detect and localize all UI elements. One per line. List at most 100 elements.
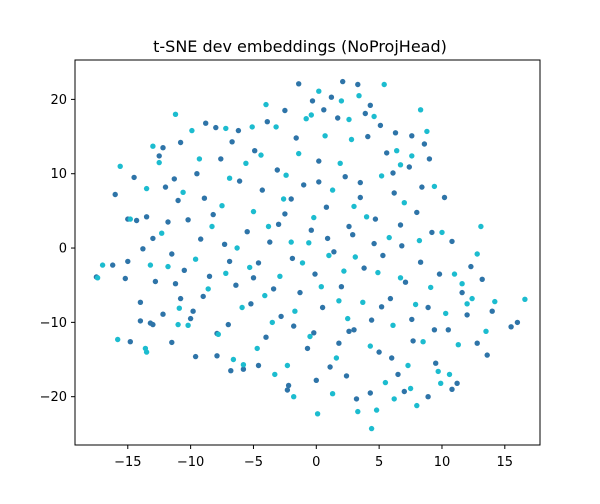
scatter-point-s1-98 [438,380,444,386]
y-tick-label: 10 [50,167,67,182]
scatter-point-s1-21 [219,203,225,209]
scatter-point-s1-51 [333,355,340,361]
scatter-point-s0-152 [371,240,377,247]
scatter-point-s1-26 [239,304,245,311]
scatter-point-s0-6 [133,217,140,224]
scatter-point-s0-91 [445,327,451,333]
scatter-point-s0-97 [474,340,480,346]
scatter-point-s0-98 [479,276,485,282]
scatter-point-s0-158 [201,195,208,201]
scatter-point-s0-116 [213,124,219,131]
scatter-point-s0-75 [384,150,390,156]
scatter-point-s0-21 [181,267,187,273]
scatter-point-s0-4 [127,339,133,345]
scatter-point-s1-68 [397,275,404,281]
scatter-point-s0-76 [387,295,394,302]
scatter-point-s1-74 [420,339,426,345]
scatter-point-s0-22 [185,217,191,223]
scatter-point-s0-54 [304,345,311,352]
scatter-point-s0-155 [316,179,322,185]
x-tick-label: 15 [497,455,514,470]
scatter-point-s1-22 [223,270,229,276]
scatter-point-s0-101 [508,324,514,330]
scatter-point-s0-130 [367,390,373,396]
scatter-point-s1-10 [165,263,171,270]
scatter-point-s0-28 [206,273,213,279]
x-tick-label: 10 [434,455,451,470]
scatter-point-s0-83 [414,209,420,216]
scatter-point-s1-105 [338,98,345,104]
scatter-point-s0-114 [392,130,399,136]
scatter-point-s0-143 [291,323,297,329]
scatter-point-s0-151 [346,223,352,230]
scatter-point-s1-59 [363,214,370,220]
scatter-point-s0-79 [399,243,405,249]
scatter-point-s0-156 [357,179,363,186]
scatter-point-s0-119 [235,127,242,134]
scatter-point-s0-1 [112,191,118,198]
axes-layer: −15 −10 −5 0 5 10 15 −20 −10 0 10 20 [40,59,541,470]
scatter-point-s1-67 [394,148,400,154]
scatter-point-s1-114 [223,125,229,132]
scatter-point-s1-94 [373,407,380,413]
scatter-point-s0-144 [311,330,317,336]
scatter-point-s1-66 [390,322,396,328]
scatter-point-s0-38 [244,229,250,235]
scatter-point-s0-99 [484,352,490,358]
scatter-point-s1-93 [355,408,361,415]
scatter-point-s1-81 [446,371,453,378]
scatter-point-s0-104 [328,94,335,100]
scatter-point-s1-18 [205,286,211,292]
scatter-point-s1-39 [288,239,294,245]
scatter-point-s0-103 [355,81,361,88]
scatter-point-s1-1 [99,262,106,268]
scatter-point-s1-47 [318,284,324,290]
scatter-point-s0-43 [263,334,269,340]
scatter-point-s1-7 [143,185,150,192]
scatter-point-s1-0 [94,275,101,281]
scatter-point-s0-93 [454,380,460,386]
scatter-point-s0-109 [321,107,327,113]
scatter-point-s0-127 [284,387,291,393]
scatter-point-s1-104 [176,305,182,311]
scatter-point-s0-26 [200,293,206,300]
scatter-point-s0-11 [150,235,156,242]
scatter-point-s0-30 [214,353,220,359]
scatter-point-s0-89 [436,271,443,277]
scatter-point-s0-128 [313,377,319,383]
scatter-point-s1-82 [451,271,458,277]
scatter-point-s0-124 [169,339,175,346]
scatter-point-s0-45 [270,286,277,292]
scatter-point-s0-141 [351,327,357,333]
scatter-point-s0-19 [175,197,181,204]
scatter-point-s0-131 [401,388,407,395]
scatter-point-s0-27 [203,120,209,126]
scatter-point-s0-80 [402,279,409,285]
scatter-point-s1-78 [435,368,441,375]
scatter-point-s0-57 [316,158,322,164]
scatter-point-s0-61 [331,249,337,255]
scatter-point-s0-81 [406,164,412,170]
scatter-point-s1-32 [262,292,268,299]
scatter-point-s1-36 [277,273,283,279]
scatter-point-s1-102 [291,394,297,400]
y-tick-label: 0 [59,242,67,257]
scatter-point-s0-48 [282,211,288,217]
scatter-point-s1-69 [401,200,407,206]
scatter-point-s1-33 [265,223,272,230]
scatter-point-s1-116 [283,172,289,178]
scatter-point-s1-52 [337,160,343,166]
scatter-point-s0-55 [308,227,314,233]
scatter-point-s1-80 [443,310,449,317]
scatter-point-s0-7 [137,299,144,305]
scatter-point-s0-125 [192,353,199,360]
scatter-point-s1-62 [375,269,381,276]
scatter-point-s0-44 [267,239,273,245]
scatter-point-s1-83 [455,342,461,348]
scatter-point-s1-25 [234,245,240,251]
scatter-point-s1-34 [269,319,275,326]
scatter-point-s0-42 [259,187,265,193]
scatter-point-s1-46 [314,411,321,417]
plot-frame [74,59,541,446]
